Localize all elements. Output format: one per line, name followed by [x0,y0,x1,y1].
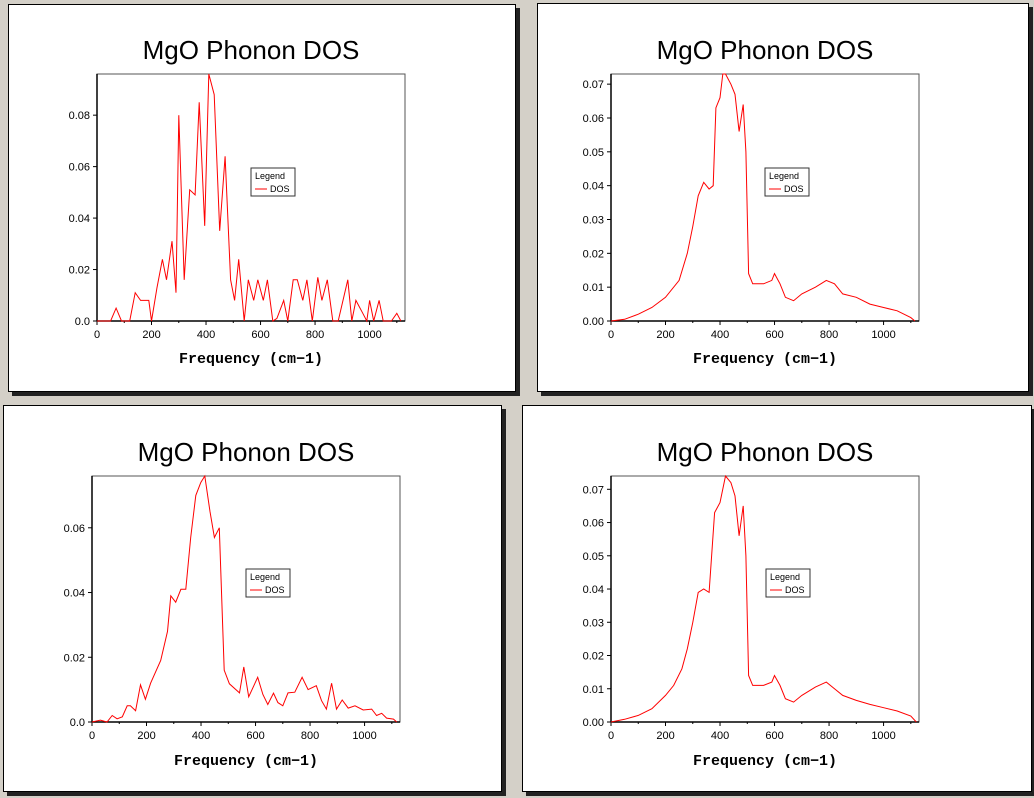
dos-series-line [610,73,916,322]
x-tick-label: 1000 [352,730,376,742]
x-tick-label: 800 [820,329,838,341]
y-tick-label: 0.07 [583,484,604,496]
chart-panel-bottom-right: MgO Phonon DOS 0 200 400 600 800 1000 0.00 0.01 0… [522,405,1032,792]
x-tick-label: 200 [137,730,155,742]
x-tick-label: 800 [820,730,838,742]
x-tick-label: 200 [656,730,674,742]
plot-frame [610,73,920,322]
x-tick-label: 400 [192,730,210,742]
y-tick-label: 0.02 [583,248,604,260]
y-tick-label: 0.03 [583,214,604,226]
chart-title: MgO Phonon DOS [138,437,355,467]
chart-svg: MgO Phonon DOS 0 200 400 600 800 1000 0.00 0.01 0… [583,437,920,770]
x-tick-label: 800 [301,730,319,742]
x-tick-label: 200 [142,329,160,341]
x-tick-label: 0 [89,730,95,742]
chart-svg: MgO Phonon DOS 0 200 400 600 800 1000 0.0 0.02 0.… [69,35,406,368]
y-tick-label: 0.04 [64,588,85,600]
x-tick-label: 800 [306,329,324,341]
legend-entry: DOS [785,585,805,595]
x-tick-label: 400 [711,730,729,742]
y-tick-label: 0.05 [583,147,604,159]
x-axis-label: Frequency (cm−1) [174,753,318,770]
y-tick-label: 0.02 [64,652,85,664]
legend-title: Legend [255,171,285,181]
legend-title: Legend [769,171,799,181]
y-tick-label: 0.05 [583,551,604,563]
y-tick-label: 0.06 [69,162,90,174]
chart-title: MgO Phonon DOS [143,35,360,65]
legend: Legend DOS [245,568,291,598]
legend-entry: DOS [270,184,290,194]
legend: Legend DOS [250,167,296,197]
x-tick-label: 1000 [871,730,895,742]
legend-entry: DOS [265,585,285,595]
legend-title: Legend [250,572,280,582]
legend-box [765,568,811,598]
chart-panel-top-right: MgO Phonon DOS 0 200 400 600 800 1000 0.00 0.01 0… [537,3,1029,392]
x-tick-label: 600 [765,730,783,742]
x-axis-label: Frequency (cm−1) [693,753,837,770]
chart-title: MgO Phonon DOS [657,437,874,467]
y-tick-label: 0.02 [583,651,604,663]
y-tick-label: 0.06 [583,518,604,530]
y-tick-label: 0.01 [583,684,604,696]
x-axis-label: Frequency (cm−1) [179,351,323,368]
y-tick-label: 0.0 [75,316,90,328]
y-tick-label: 0.06 [64,523,85,535]
legend-box [245,568,291,598]
legend: Legend DOS [764,167,810,197]
y-tick-label: 0.01 [583,282,604,294]
y-tick-label: 0.04 [583,584,604,596]
legend-box [250,167,296,197]
x-tick-label: 200 [656,329,674,341]
dos-series-line [97,73,402,323]
x-tick-label: 600 [251,329,269,341]
x-tick-label: 0 [94,329,100,341]
legend: Legend DOS [765,568,811,598]
y-tick-label: 0.02 [69,265,90,277]
x-tick-label: 1000 [871,329,895,341]
dos-series-line [91,474,398,723]
chart-svg: MgO Phonon DOS 0 200 400 600 800 1000 0.0 0.02 0.… [64,437,401,770]
y-tick-label: 0.03 [583,617,604,629]
y-tick-label: 0.00 [583,717,604,729]
y-tick-label: 0.08 [69,110,90,122]
x-tick-label: 600 [246,730,264,742]
x-tick-label: 0 [608,730,614,742]
plot-frame [91,475,401,723]
y-tick-label: 0.07 [583,79,604,91]
y-tick-label: 0.0 [70,717,85,729]
legend-box [764,167,810,197]
chart-panel-bottom-left: MgO Phonon DOS 0 200 400 600 800 1000 0.0 0.02 0.… [3,405,502,792]
plot-frame [96,73,406,322]
legend-title: Legend [770,572,800,582]
chart-panel-top-left: MgO Phonon DOS 0 200 400 600 800 1000 0.0 0.02 0.… [8,4,516,392]
x-tick-label: 400 [197,329,215,341]
x-axis-label: Frequency (cm−1) [693,351,837,368]
legend-entry: DOS [784,184,804,194]
y-tick-label: 0.04 [583,181,604,193]
x-tick-label: 600 [765,329,783,341]
x-tick-label: 0 [608,329,614,341]
x-tick-label: 400 [711,329,729,341]
chart-title: MgO Phonon DOS [657,35,874,65]
y-tick-label: 0.04 [69,213,90,225]
y-tick-label: 0.06 [583,113,604,125]
x-tick-label: 1000 [357,329,381,341]
dos-series-line [610,474,917,723]
y-tick-label: 0.00 [583,316,604,328]
chart-svg: MgO Phonon DOS 0 200 400 600 800 1000 0.00 0.01 0… [583,35,920,368]
